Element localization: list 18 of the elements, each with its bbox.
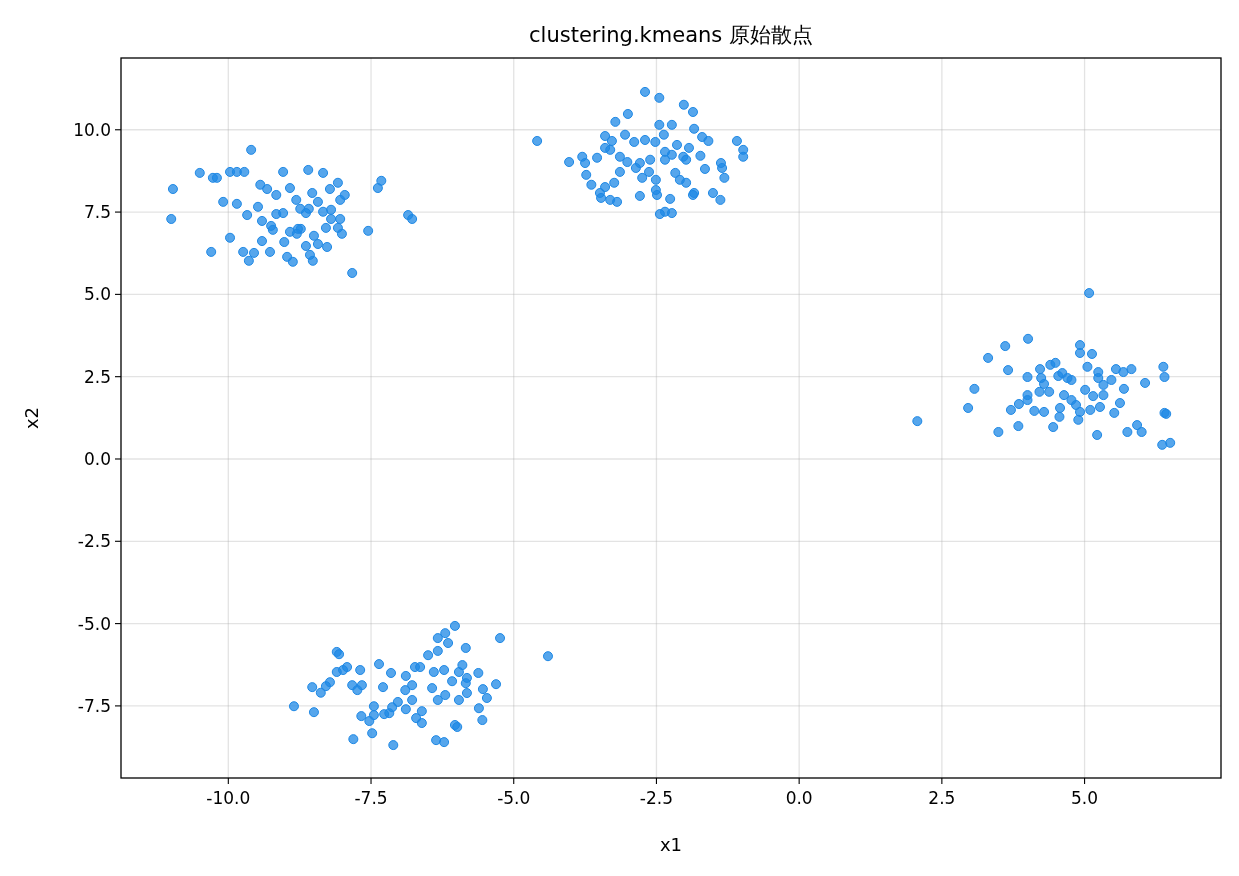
chart-title: clustering.kmeans 原始散点 <box>529 23 813 47</box>
y-tick-label: 7.5 <box>83 202 111 223</box>
y-tick-label: -2.5 <box>77 531 111 552</box>
x-tick-label: 0.0 <box>785 788 813 808</box>
x-tick-label: -5.0 <box>497 788 531 808</box>
x-tick-label: -7.5 <box>354 788 388 808</box>
y-tick-label: 10.0 <box>73 119 111 140</box>
y-axis-title: x2 <box>21 406 42 430</box>
y-tick-label: 5.0 <box>83 284 111 305</box>
y-tick-label: -7.5 <box>77 695 111 716</box>
x-tick-label: -10.0 <box>206 788 251 808</box>
x-tick-label: 5.0 <box>1071 788 1099 808</box>
x-axis-title: x1 <box>659 834 683 855</box>
y-tick-label: 2.5 <box>83 366 111 387</box>
x-tick-label: -2.5 <box>639 788 674 808</box>
y-tick-label: 0.0 <box>83 448 111 469</box>
y-tick-label: -5.0 <box>77 613 111 634</box>
x-tick-label: 2.5 <box>928 788 956 808</box>
